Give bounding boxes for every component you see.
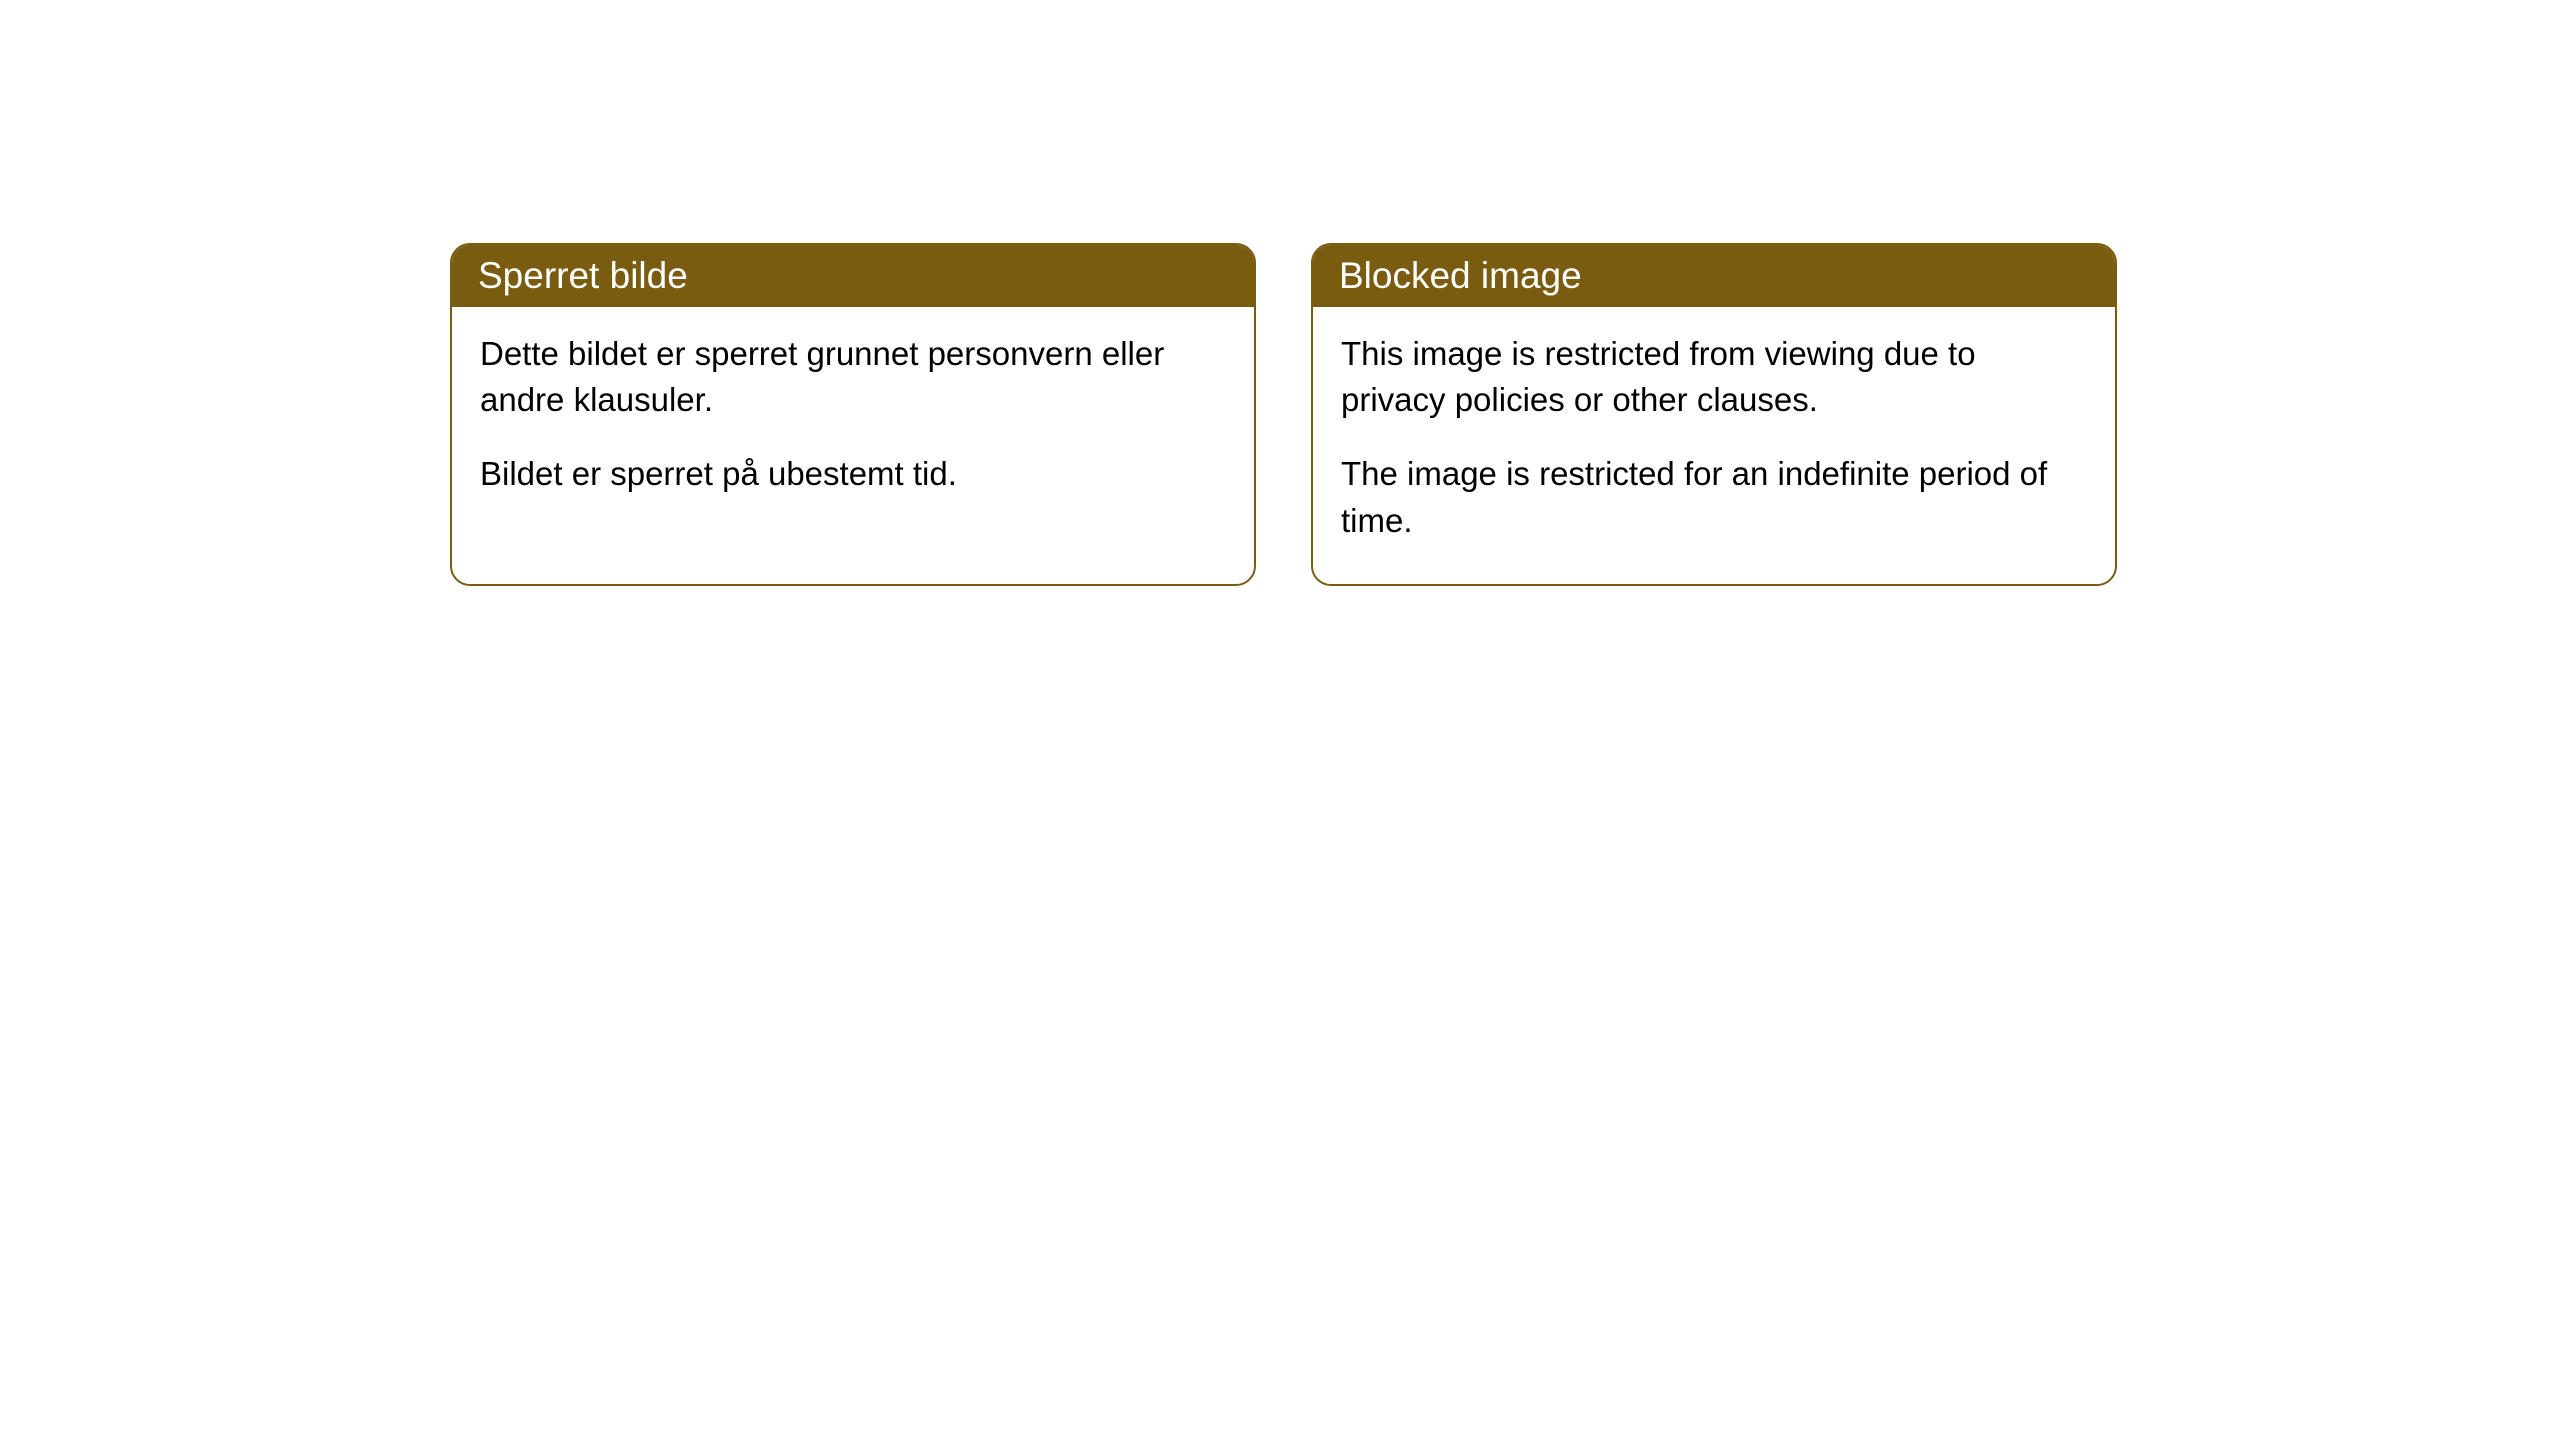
card-header: Blocked image (1313, 245, 2115, 307)
card-header: Sperret bilde (452, 245, 1254, 307)
notice-cards-container: Sperret bilde Dette bildet er sperret gr… (450, 243, 2117, 586)
blocked-image-card-norwegian: Sperret bilde Dette bildet er sperret gr… (450, 243, 1256, 586)
card-paragraph: Dette bildet er sperret grunnet personve… (480, 331, 1226, 423)
card-paragraph: Bildet er sperret på ubestemt tid. (480, 451, 1226, 497)
card-title: Blocked image (1339, 255, 1582, 296)
card-paragraph: The image is restricted for an indefinit… (1341, 451, 2087, 543)
card-body: Dette bildet er sperret grunnet personve… (452, 307, 1254, 538)
card-title: Sperret bilde (478, 255, 688, 296)
card-paragraph: This image is restricted from viewing du… (1341, 331, 2087, 423)
blocked-image-card-english: Blocked image This image is restricted f… (1311, 243, 2117, 586)
card-body: This image is restricted from viewing du… (1313, 307, 2115, 584)
